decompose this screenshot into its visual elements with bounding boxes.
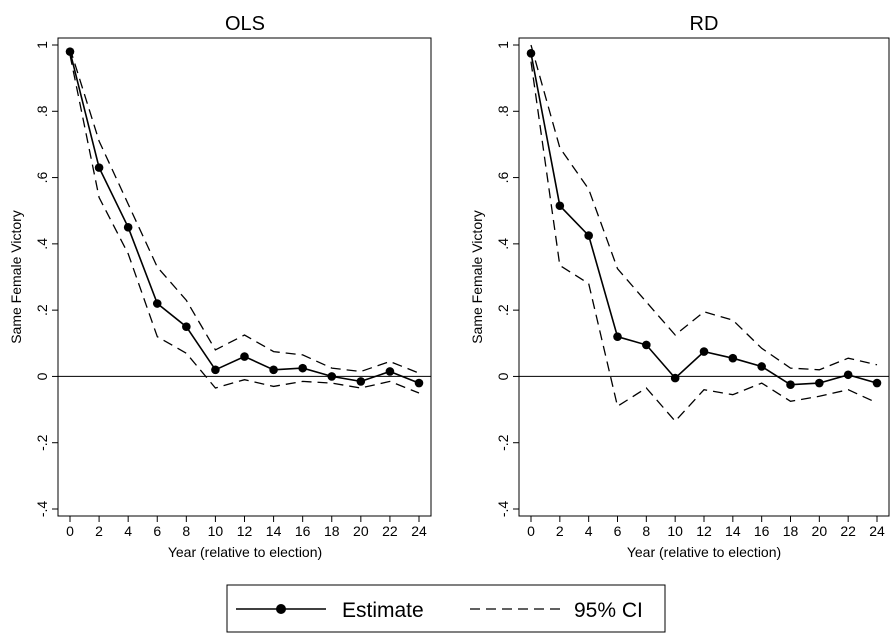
rd-estimate-point xyxy=(642,340,651,350)
rd-x-tick-label: 12 xyxy=(696,523,712,539)
rd-estimate-point xyxy=(872,378,882,388)
ols-marks xyxy=(58,47,431,394)
rd-estimate-point xyxy=(728,353,738,363)
ols-x-tick-label: 10 xyxy=(208,523,224,539)
ols-x-axis-label: Year (relative to election) xyxy=(168,544,322,560)
ols-estimate-point xyxy=(298,363,307,373)
ols-estimate-point xyxy=(327,372,337,381)
rd-x-tick-label: 8 xyxy=(642,523,650,539)
rd-x-tick-label: 14 xyxy=(725,523,741,539)
rd-estimate-point xyxy=(699,347,709,356)
rd-x-tick-label: 22 xyxy=(840,523,856,539)
rd-x-tick-label: 2 xyxy=(556,523,564,539)
ols-y-axis-label: Same Female Victory xyxy=(8,210,24,344)
ols-y-tick-label: .2 xyxy=(34,304,50,316)
ols-y-tick-label: .4 xyxy=(34,238,50,250)
ols-y-tick-label: .6 xyxy=(34,172,50,184)
ols-x-tick-label: 4 xyxy=(124,523,132,539)
rd-y-tick-label: 0 xyxy=(495,372,511,380)
ols-x-tick-label: 18 xyxy=(324,523,340,539)
rd-ci-upper-line xyxy=(530,44,878,371)
rd-y-tick-label: 1 xyxy=(495,41,511,49)
rd-plot-frame xyxy=(518,37,890,517)
rd-x-tick-label: 18 xyxy=(783,523,799,539)
rd-y-tick-label: .8 xyxy=(495,105,511,117)
rd-y-axis-label: Same Female Victory xyxy=(469,210,485,344)
ols-estimate-point xyxy=(123,222,133,232)
ols-estimate-point xyxy=(356,377,366,386)
legend-estimate-marker xyxy=(276,604,286,614)
rd-estimate-point xyxy=(670,373,680,383)
ols-y-tick-label: -.4 xyxy=(34,501,50,518)
rd-panel: RD Year (relative to election) Same Fema… xyxy=(469,13,890,560)
rd-ci-lower-line xyxy=(530,61,878,423)
rd-estimate-point xyxy=(786,380,795,390)
ols-panel-title: OLS xyxy=(225,13,265,35)
rd-y-tick-label: .4 xyxy=(495,238,511,250)
rd-marks xyxy=(519,44,889,423)
ols-estimate-point xyxy=(152,299,162,308)
ols-x-tick-label: 22 xyxy=(382,523,398,539)
ols-x-tick-label: 14 xyxy=(266,523,282,539)
rd-y-tick-label: .2 xyxy=(495,304,511,316)
ols-plot-frame xyxy=(57,37,432,517)
rd-estimate-point xyxy=(584,231,593,240)
ols-x-tick-label: 16 xyxy=(295,523,311,539)
rd-x-tick-label: 6 xyxy=(614,523,622,539)
rd-x-tick-label: 0 xyxy=(527,523,535,539)
legend-estimate-label: Estimate xyxy=(342,599,424,622)
ols-y-tick-label: -.2 xyxy=(34,434,50,451)
rd-estimate-point xyxy=(815,378,824,388)
rd-panel-title: RD xyxy=(690,13,719,35)
ols-estimate-point xyxy=(414,378,424,388)
legend: Estimate 95% CI xyxy=(226,584,666,633)
rd-estimate-point xyxy=(613,332,622,341)
rd-estimate-point xyxy=(526,48,536,58)
rd-ticks: 0 2 4 6 8 10 12 14 16 18 20 22 24-.4-.20.2.4.6.81 xyxy=(495,41,885,539)
ols-ticks: 0 2 4 6 8 10 12 14 16 18 20 22 24-.4-.20.2.4.6.81 xyxy=(34,41,427,539)
legend-ci-label: 95% CI xyxy=(574,599,643,622)
rd-x-tick-label: 4 xyxy=(585,523,593,539)
rd-estimate-line xyxy=(530,53,878,386)
rd-estimate-point xyxy=(757,362,766,371)
rd-x-tick-label: 10 xyxy=(667,523,683,539)
ols-x-tick-label: 24 xyxy=(411,523,427,539)
ols-y-tick-label: .8 xyxy=(34,105,50,117)
rd-y-tick-label: -.4 xyxy=(495,501,511,518)
ols-y-tick-label: 0 xyxy=(34,372,50,380)
ols-estimate-point xyxy=(385,367,395,376)
ols-x-tick-label: 2 xyxy=(95,523,103,539)
ols-x-tick-label: 6 xyxy=(153,523,161,539)
ols-estimate-point xyxy=(240,352,249,361)
ols-ci-lower-line xyxy=(69,54,420,394)
ols-x-tick-label: 20 xyxy=(353,523,369,539)
ols-x-tick-label: 12 xyxy=(237,523,253,539)
ols-estimate-point xyxy=(94,163,104,172)
rd-x-tick-label: 24 xyxy=(869,523,885,539)
rd-estimate-point xyxy=(555,201,565,211)
ols-ci-upper-line xyxy=(69,48,420,374)
rd-x-axis-label: Year (relative to election) xyxy=(627,544,781,560)
ols-estimate-line xyxy=(69,51,420,384)
ols-estimate-point xyxy=(211,365,220,375)
ols-x-tick-label: 0 xyxy=(66,523,74,539)
ols-estimate-point xyxy=(182,322,191,332)
ols-panel: OLS Year (relative to election) Same Fem… xyxy=(8,13,432,560)
rd-y-tick-label: .6 xyxy=(495,172,511,184)
ols-estimate-point xyxy=(269,365,278,375)
rd-estimate-point xyxy=(843,370,853,380)
rd-x-tick-label: 20 xyxy=(812,523,828,539)
rd-x-tick-label: 16 xyxy=(754,523,770,539)
ols-x-tick-label: 8 xyxy=(182,523,190,539)
ols-y-tick-label: 1 xyxy=(34,41,50,49)
rd-y-tick-label: -.2 xyxy=(495,434,511,451)
